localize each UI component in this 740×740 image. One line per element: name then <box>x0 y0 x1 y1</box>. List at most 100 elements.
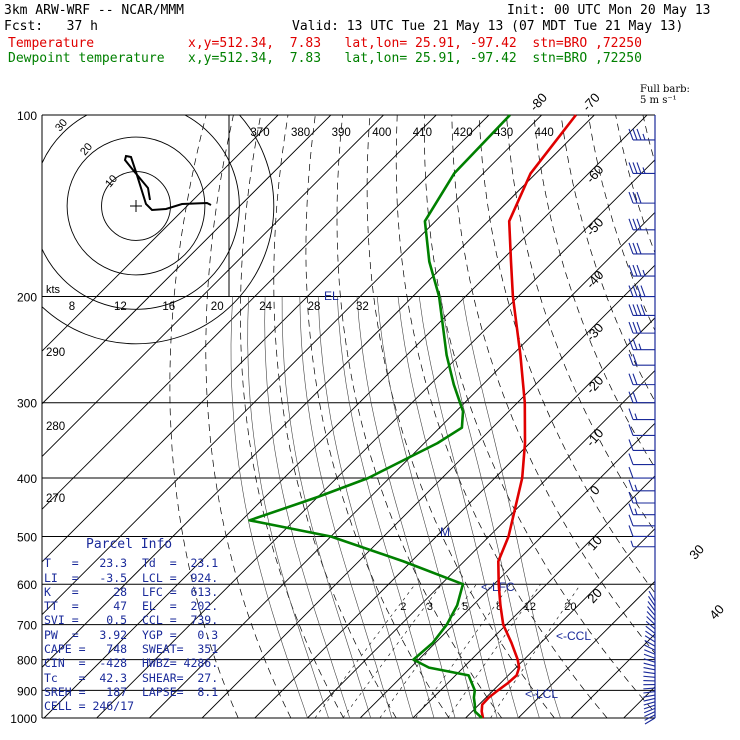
barb-flag <box>632 285 638 297</box>
sounding-profiles <box>248 114 577 719</box>
temperature-profile <box>480 114 577 719</box>
parcel-info-value: CELL = 246/17 <box>44 699 135 714</box>
pressure-tick-label: 900 <box>17 684 37 698</box>
wind-barb <box>643 671 656 675</box>
wind-barbs <box>628 115 656 725</box>
barb-flag <box>636 128 642 141</box>
wind-barb <box>628 162 655 174</box>
barb-shaft <box>643 653 656 659</box>
barb-flag <box>632 264 638 277</box>
wind-barb <box>628 242 655 255</box>
parcel-info-row: CIN = -428 HWBZ= 4286. <box>44 656 234 670</box>
wind-barb <box>628 514 655 527</box>
isotherm-line <box>42 115 542 616</box>
barb-flag <box>628 373 634 385</box>
moist-adiabat <box>299 296 393 718</box>
parcel-info-title: Parcel Info <box>86 537 173 552</box>
parcel-info-value: Td = 23.1 <box>142 556 219 571</box>
wind-barb <box>643 653 656 659</box>
pressure-tick-label: 500 <box>17 530 37 544</box>
parcel-info-value: PW = 3.92 <box>44 627 128 642</box>
hodograph-ring-label: 10 <box>103 173 120 190</box>
wind-barb <box>628 479 655 492</box>
pressure-tick-label: 300 <box>17 397 37 411</box>
wind-barb <box>644 711 656 718</box>
barb-flag <box>628 218 634 230</box>
barb-shaft <box>646 611 656 621</box>
theta-e-label: 430 <box>494 127 513 139</box>
mixing-ratio-label: 20 <box>564 601 576 613</box>
isotherm-label: -50 <box>583 215 607 239</box>
barb-shaft <box>646 616 656 625</box>
barb-shaft <box>645 630 656 639</box>
wind-barb <box>648 590 656 602</box>
barb-half-flag <box>642 269 646 277</box>
mixing-ratio-line <box>379 584 477 718</box>
barb-shaft <box>643 658 656 663</box>
wind-barb <box>643 704 656 710</box>
barb-flag <box>628 453 634 465</box>
pressure-tick-label: 200 <box>17 291 37 305</box>
dry-adiabat <box>366 115 555 718</box>
isotherm-label: 20 <box>584 585 605 606</box>
wind-barb <box>643 683 656 686</box>
isotherm-label: 30 <box>686 542 707 563</box>
hodograph-units: kts <box>46 284 61 296</box>
barb-shaft <box>643 675 656 678</box>
wind-barb <box>628 408 655 421</box>
isotherm-label: -60 <box>583 162 607 186</box>
isotherm-line <box>254 317 655 718</box>
wind-barb <box>645 625 656 634</box>
wind-barb <box>643 694 656 698</box>
wind-barb <box>628 424 655 437</box>
barb-flag <box>628 479 634 492</box>
barb-flag <box>636 321 642 334</box>
barb-shaft <box>643 694 656 698</box>
mixing-ratio-line <box>447 584 541 718</box>
dry-adiabat <box>615 115 655 254</box>
barb-flag <box>632 391 638 403</box>
mixing-ratio-label: 12 <box>524 601 536 613</box>
dry-adiabat <box>506 115 655 532</box>
wind-barb <box>643 679 656 682</box>
barb-key: Full barb: 5 m s⁻¹ <box>640 84 690 106</box>
wind-barb <box>628 453 655 466</box>
hodograph-ring <box>66 136 206 276</box>
hodograph-speed-label: 8 <box>69 301 75 313</box>
hodograph-speed-label: 16 <box>162 301 175 313</box>
barb-shaft <box>644 714 656 721</box>
dry-adiabat <box>725 115 740 718</box>
moist-adiabat <box>440 296 540 718</box>
parcel-info-row: CELL = 246/17 <box>44 699 234 713</box>
theta-e-label: 380 <box>291 127 310 139</box>
init-time: Init: 00 UTC Mon 20 May 13 <box>507 3 711 18</box>
barb-flag <box>632 321 638 334</box>
parcel-info-value: HWBZ= 4286. <box>142 656 219 671</box>
parcel-info-value: Tc = 42.3 <box>44 670 128 685</box>
barb-shaft <box>643 691 656 694</box>
pressure-tick-label: 600 <box>17 578 37 592</box>
dry-adiabat <box>478 115 655 594</box>
barb-half-flag <box>634 484 638 491</box>
wind-barb <box>644 639 656 647</box>
model-title: 3km ARW-WRF -- NCAR/MMM <box>4 3 185 18</box>
isotherm-line <box>42 115 595 668</box>
pressure-tick-label: 800 <box>17 654 37 668</box>
dry-adiabat-label: 290 <box>46 347 65 359</box>
barb-flag <box>636 242 642 255</box>
wind-barb <box>644 649 656 655</box>
pressure-tick-label: 1000 <box>10 712 37 726</box>
barb-flag <box>632 373 638 385</box>
isotherm-line <box>42 115 279 352</box>
barb-shaft <box>643 687 656 690</box>
barb-flag <box>632 354 638 366</box>
wind-barb <box>628 128 655 141</box>
wind-barb <box>628 503 655 516</box>
barb-flag <box>640 285 646 297</box>
dry-adiabat <box>642 115 655 164</box>
isotherm-label: -40 <box>583 267 607 291</box>
parcel-info-value: SREH = 187 <box>44 684 128 699</box>
isotherm-line <box>42 115 437 510</box>
barb-half-flag <box>638 343 642 350</box>
barb-flag <box>636 218 642 230</box>
